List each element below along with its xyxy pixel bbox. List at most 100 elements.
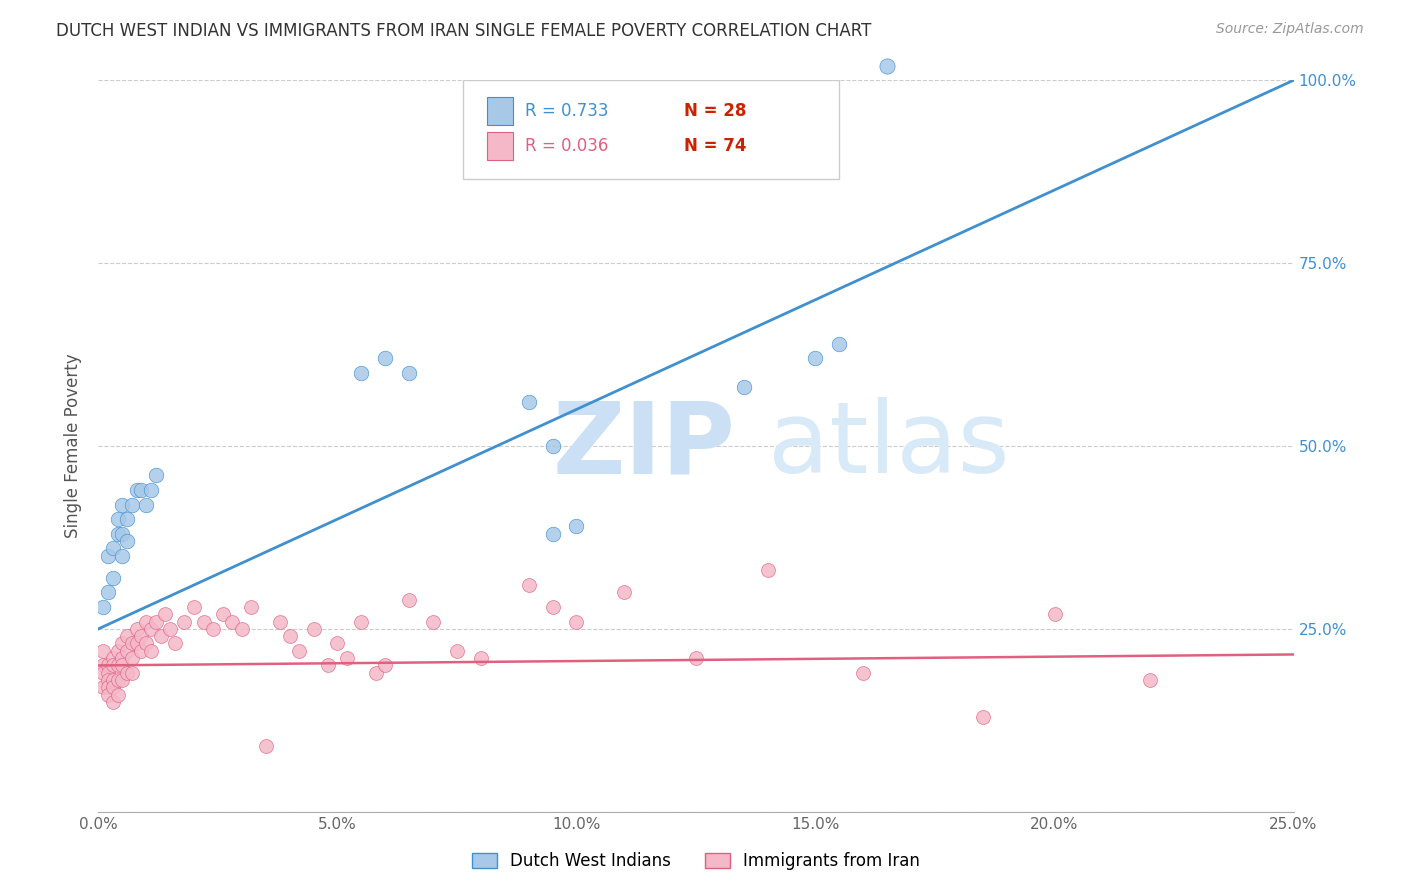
Point bbox=[470, 651, 492, 665]
Point bbox=[139, 644, 162, 658]
FancyBboxPatch shape bbox=[486, 132, 513, 160]
Point bbox=[163, 636, 186, 650]
Point bbox=[972, 709, 994, 723]
Point bbox=[125, 483, 148, 497]
Point bbox=[97, 688, 120, 702]
Point bbox=[876, 59, 898, 73]
Point bbox=[541, 439, 564, 453]
Text: atlas: atlas bbox=[768, 398, 1010, 494]
Point bbox=[107, 688, 129, 702]
Text: N = 28: N = 28 bbox=[685, 102, 747, 120]
Point bbox=[101, 541, 124, 556]
Point bbox=[269, 615, 291, 629]
FancyBboxPatch shape bbox=[463, 80, 839, 179]
Point bbox=[115, 644, 138, 658]
Point bbox=[111, 636, 134, 650]
Point bbox=[101, 658, 124, 673]
Point bbox=[422, 615, 444, 629]
Point bbox=[145, 468, 167, 483]
Point bbox=[131, 629, 153, 643]
Point bbox=[350, 366, 373, 380]
Point bbox=[135, 615, 157, 629]
Text: R = 0.733: R = 0.733 bbox=[524, 102, 609, 120]
Point bbox=[852, 665, 875, 680]
Point bbox=[350, 615, 373, 629]
Point bbox=[91, 599, 114, 614]
Text: R = 0.036: R = 0.036 bbox=[524, 137, 609, 155]
Point bbox=[101, 571, 124, 585]
Point bbox=[131, 483, 153, 497]
Point bbox=[97, 665, 120, 680]
Point bbox=[145, 615, 167, 629]
Point bbox=[139, 483, 162, 497]
Point bbox=[97, 549, 120, 563]
Point bbox=[91, 681, 114, 695]
Point bbox=[149, 629, 172, 643]
Point bbox=[121, 636, 143, 650]
Point bbox=[107, 526, 129, 541]
Point bbox=[121, 498, 143, 512]
Point bbox=[374, 658, 396, 673]
Point bbox=[316, 658, 339, 673]
Point bbox=[374, 351, 396, 366]
Point bbox=[97, 585, 120, 599]
Point bbox=[278, 629, 301, 643]
Point bbox=[91, 665, 114, 680]
Point bbox=[202, 622, 225, 636]
Point bbox=[125, 636, 148, 650]
Point bbox=[302, 622, 325, 636]
Point bbox=[111, 498, 134, 512]
Point bbox=[101, 651, 124, 665]
Point bbox=[193, 615, 215, 629]
Point bbox=[183, 599, 205, 614]
Legend: Dutch West Indians, Immigrants from Iran: Dutch West Indians, Immigrants from Iran bbox=[465, 846, 927, 877]
Point bbox=[240, 599, 263, 614]
Point bbox=[107, 673, 129, 687]
Point bbox=[541, 599, 564, 614]
Point bbox=[517, 578, 540, 592]
Point bbox=[231, 622, 253, 636]
Point bbox=[107, 512, 129, 526]
Point bbox=[121, 665, 143, 680]
Point bbox=[101, 681, 124, 695]
Point bbox=[565, 519, 588, 533]
Point bbox=[101, 673, 124, 687]
Point bbox=[91, 658, 114, 673]
Point bbox=[97, 681, 120, 695]
Point bbox=[111, 549, 134, 563]
Point bbox=[288, 644, 311, 658]
Point bbox=[111, 526, 134, 541]
FancyBboxPatch shape bbox=[486, 97, 513, 125]
Point bbox=[173, 615, 195, 629]
Point bbox=[115, 534, 138, 549]
Point bbox=[613, 585, 636, 599]
Point bbox=[107, 644, 129, 658]
Point bbox=[135, 498, 157, 512]
Point bbox=[398, 592, 420, 607]
Y-axis label: Single Female Poverty: Single Female Poverty bbox=[65, 354, 83, 538]
Point bbox=[326, 636, 349, 650]
Point bbox=[115, 665, 138, 680]
Point bbox=[131, 644, 153, 658]
Point bbox=[364, 665, 387, 680]
Point bbox=[1139, 673, 1161, 687]
Point bbox=[139, 622, 162, 636]
Point bbox=[111, 651, 134, 665]
Point bbox=[565, 615, 588, 629]
Point bbox=[155, 607, 177, 622]
Point bbox=[211, 607, 233, 622]
Point bbox=[517, 395, 540, 409]
Point bbox=[101, 695, 124, 709]
Point bbox=[121, 651, 143, 665]
Point bbox=[685, 651, 707, 665]
Point bbox=[135, 636, 157, 650]
Point bbox=[756, 563, 779, 577]
Point bbox=[828, 336, 851, 351]
Point bbox=[107, 658, 129, 673]
Point bbox=[97, 658, 120, 673]
Point bbox=[804, 351, 827, 366]
Point bbox=[125, 622, 148, 636]
Point bbox=[254, 739, 277, 753]
Point bbox=[91, 644, 114, 658]
Text: N = 74: N = 74 bbox=[685, 137, 747, 155]
